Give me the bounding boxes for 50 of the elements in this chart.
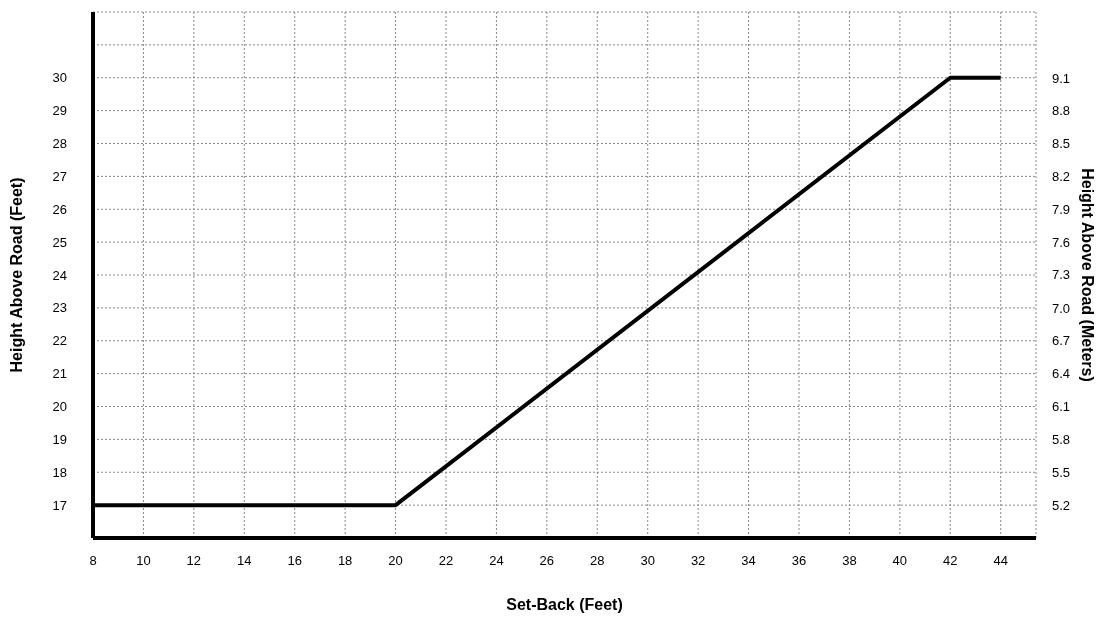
y2-tick-label: 6.4 — [1052, 366, 1071, 382]
y-tick-label: 28 — [52, 136, 67, 152]
x-tick-label: 30 — [640, 553, 655, 569]
y2-tick-label: 9.1 — [1052, 70, 1071, 86]
x-tick-label: 44 — [993, 553, 1008, 569]
y-axis-title: Height Above Road (Feet) — [7, 177, 25, 373]
x-tick-label: 18 — [337, 553, 353, 569]
x-tick-label: 16 — [287, 553, 302, 569]
x-tick-label: 20 — [388, 553, 403, 569]
y-tick-label: 30 — [52, 70, 67, 86]
y-tick-label: 18 — [52, 464, 67, 480]
y-tick-label: 26 — [52, 201, 67, 217]
y-tick-label: 24 — [52, 267, 67, 283]
y2-tick-label: 6.7 — [1052, 332, 1071, 348]
x-tick-label: 10 — [136, 553, 151, 569]
x-tick-label: 14 — [237, 553, 252, 569]
x-tick-label: 34 — [741, 553, 756, 569]
y-tick-label: 22 — [52, 333, 67, 349]
y2-tick-label: 7.9 — [1052, 202, 1071, 218]
y-tick-label: 21 — [52, 366, 67, 382]
y-tick-label: 19 — [52, 431, 67, 447]
x-tick-label: 26 — [539, 553, 555, 569]
y-tick-label: 27 — [52, 168, 67, 184]
x-tick-label: 36 — [791, 553, 807, 569]
y2-tick-label: 7.0 — [1052, 300, 1071, 316]
y2-tick-label: 6.1 — [1052, 398, 1071, 414]
x-tick-label: 24 — [489, 553, 504, 569]
y2-tick-label: 5.5 — [1052, 464, 1071, 480]
y2-tick-label: 8.5 — [1052, 136, 1071, 152]
y-tick-label: 29 — [52, 103, 67, 119]
y2-tick-label: 7.3 — [1052, 267, 1071, 283]
x-tick-label: 40 — [892, 553, 908, 569]
y2-tick-label: 8.8 — [1052, 102, 1071, 118]
x-tick-label: 12 — [186, 553, 202, 569]
y-tick-label: 25 — [52, 234, 67, 250]
y-tick-label: 23 — [52, 300, 67, 316]
x-tick-label: 8 — [89, 553, 97, 569]
x-axis-title: Set-Back (Feet) — [506, 596, 623, 613]
x-tick-label: 38 — [842, 553, 857, 569]
x-tick-label: 32 — [690, 553, 706, 569]
x-tick-label: 42 — [943, 553, 958, 569]
y2-tick-label: 5.2 — [1052, 498, 1071, 514]
y2-tick-label: 8.2 — [1052, 168, 1071, 184]
y2-tick-label: 7.6 — [1052, 234, 1071, 250]
x-tick-label: 28 — [590, 553, 605, 569]
x-tick-label: 22 — [438, 553, 454, 569]
y-tick-label: 20 — [52, 399, 67, 415]
y-tick-label: 17 — [52, 497, 67, 513]
y2-tick-label: 5.8 — [1052, 432, 1071, 448]
y2-axis-title: Height Above Road (Meters) — [1079, 168, 1097, 382]
